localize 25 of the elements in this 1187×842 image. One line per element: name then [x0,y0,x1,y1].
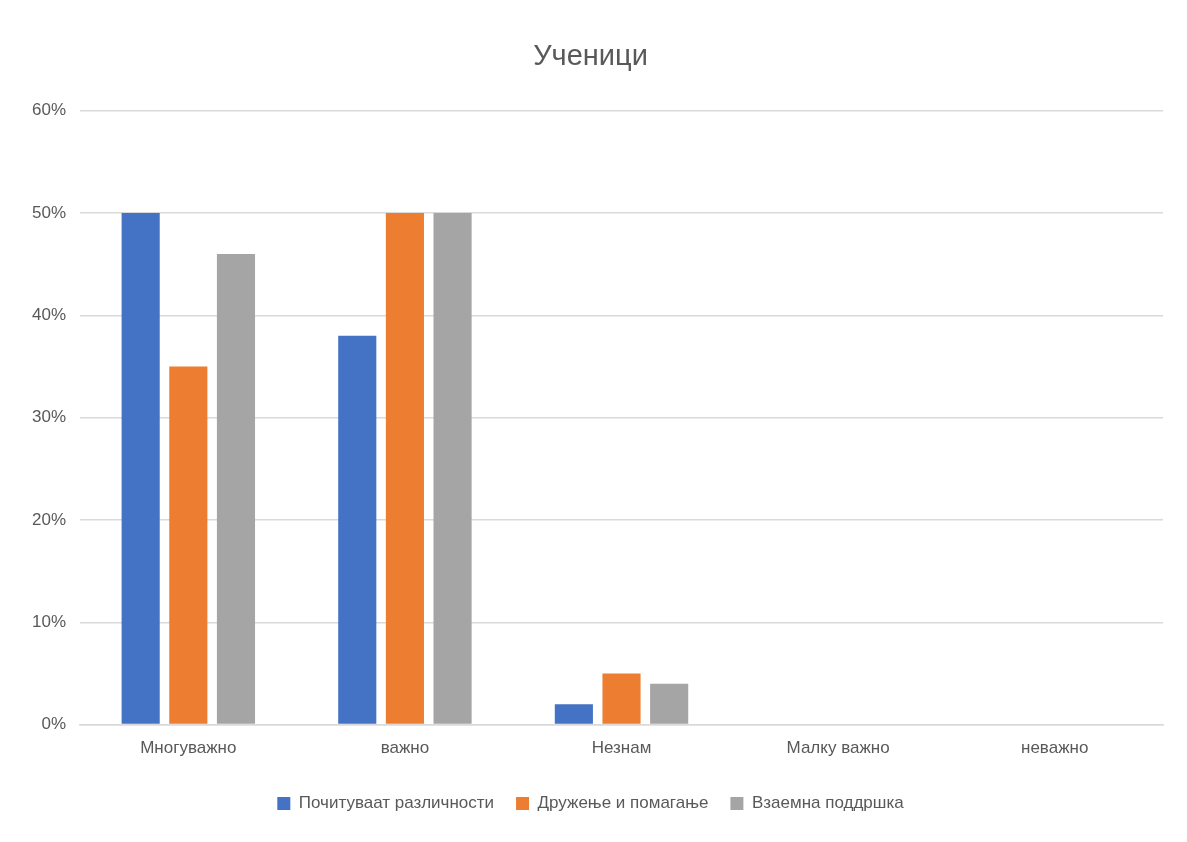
bar [385,213,424,724]
x-tick-label: Многуважно [140,738,237,758]
x-tick-label: Малку важно [786,738,890,758]
y-tick-label: 20% [31,509,67,529]
bar [121,213,160,724]
legend-label: Почитуваат различности [298,793,495,813]
bar [169,366,208,724]
bar [554,704,593,724]
y-tick-label: 60% [31,100,67,120]
bar [216,254,256,724]
y-tick-label: 50% [31,202,67,222]
x-tick-label: неважно [1021,738,1089,758]
legend-label: Дружење и помагање [537,793,709,813]
y-tick-label: 30% [31,407,67,427]
bar [602,673,641,724]
y-tick-label: 0% [41,714,67,734]
legend-label: Взаемна поддршка [751,793,905,813]
chart-title: Ученици [533,39,648,72]
y-tick-label: 10% [31,611,67,631]
bar [650,683,689,724]
bar [433,213,472,724]
bar [338,335,377,724]
x-tick-label: Незнам [591,738,652,758]
x-tick-label: важно [380,738,430,758]
y-tick-label: 40% [31,305,67,325]
